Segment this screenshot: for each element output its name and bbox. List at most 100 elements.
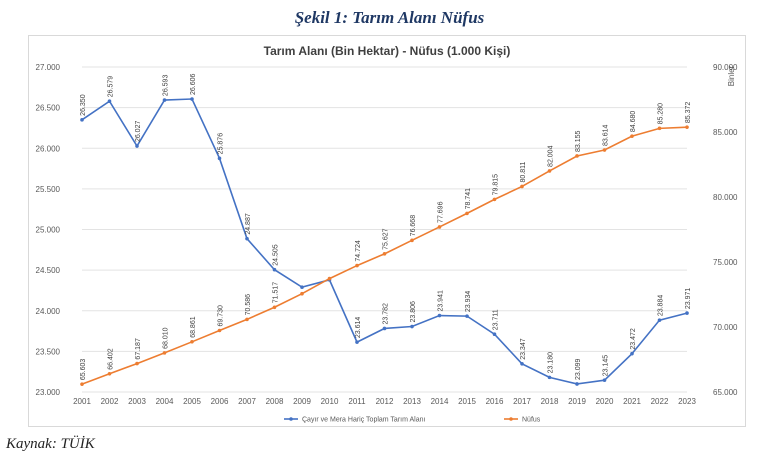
y-left-tick-label: 23.000 [36,388,61,397]
point-tarim-alani [410,324,414,329]
data-label: 23.782 [383,303,390,325]
y-left-tick-label: 24.500 [36,266,61,275]
x-tick-label: 2001 [73,397,91,406]
y-left-tick-label: 26.000 [36,144,61,153]
y-left-tick-label: 24.000 [36,307,61,316]
point-nufus [162,351,167,355]
x-tick-label: 2010 [321,397,339,406]
y-left-tick-label: 26.500 [36,104,61,113]
source-note: Kaynak: TÜİK [6,436,95,452]
x-tick-label: 2008 [266,397,284,406]
x-tick-label: 2023 [678,397,696,406]
point-tarim-alani [272,267,277,272]
point-tarim-alani [80,118,84,122]
data-label: 26.606 [190,73,197,95]
data-label: 71.517 [273,282,280,304]
point-nufus [410,238,414,243]
point-nufus [630,134,634,138]
y-left-tick-label: 25.500 [36,185,61,194]
figure-title: Şekil 1: Tarım Alanı Nüfus [294,8,485,27]
point-nufus [217,328,222,333]
x-tick-label: 2013 [403,397,421,406]
line-chart: 23.000 23.500 24.000 24.500 25.000 25.500 26.0… [36,63,738,424]
point-tarim-alani [465,314,469,318]
point-nufus [327,276,332,281]
y-right-tick-label: 90.000 [713,63,738,72]
data-label: 83.614 [603,125,610,147]
point-tarim-alani [685,311,689,315]
y-right-tick-label: 70.000 [713,323,738,332]
point-tarim-alani [162,98,167,102]
x-tick-label: 2005 [183,397,201,406]
point-nufus [382,252,387,256]
point-nufus [602,148,607,152]
data-label: 23.614 [355,317,362,339]
point-nufus [575,154,579,158]
point-nufus [107,371,112,376]
chart-title: Tarım Alanı (Bin Hektar) - Nüfus (1.000 … [263,44,511,58]
data-label: 77.696 [438,201,445,223]
point-nufus [245,317,249,322]
data-label: 23.941 [438,290,445,312]
data-label: 79.815 [493,174,500,196]
y-right-tick-label: 65.000 [713,388,738,397]
point-tarim-alani [520,362,524,366]
x-tick-label: 2011 [348,397,366,406]
data-label: 23.347 [520,338,527,360]
data-label: 23.472 [630,328,637,350]
data-label: 83.155 [575,130,582,152]
point-tarim-alani [300,285,304,289]
x-tick-label: 2017 [513,397,531,406]
y-left-tick-label: 25.000 [36,226,61,235]
y-right-tick-label: 80.000 [713,193,738,202]
point-nufus [685,125,689,129]
data-label: 68.861 [190,316,197,338]
point-tarim-alani [602,378,607,383]
y-left-tick-label: 27.000 [36,63,61,72]
data-label: 69.730 [218,305,225,327]
point-tarim-alani [190,97,194,101]
data-label: 78.741 [465,188,472,210]
x-tick-label: 2002 [101,397,119,406]
x-tick-label: 2016 [486,397,504,406]
chart-container: Tarım Alanı (Bin Hektar) - Nüfus (1.000 … [28,35,746,427]
point-nufus [547,169,552,173]
data-label: 80.811 [520,161,527,182]
point-tarim-alani [492,332,497,337]
data-label: 26.027 [135,121,142,143]
x-tick-label: 2019 [568,397,586,406]
data-label: 68.010 [163,327,170,349]
data-label: 26.593 [163,75,170,97]
y-right-tick-label: 75.000 [713,258,738,267]
data-label: 23.971 [685,288,692,310]
x-tick-label: 2014 [431,397,449,406]
data-label: 67.187 [135,338,142,360]
point-tarim-alani [217,156,222,161]
data-label: 23.806 [410,301,417,323]
point-nufus [300,291,304,296]
legend-label-nufus: Nüfus [522,417,541,424]
point-nufus [80,382,84,386]
x-tick-label: 2015 [458,397,476,406]
point-tarim-alani [355,340,359,344]
data-label: 70.586 [245,294,252,316]
point-tarim-alani [382,326,387,331]
x-tick-label: 2006 [211,397,229,406]
legend-marker-nufus [509,417,513,421]
point-nufus [272,305,277,310]
data-label: 23.099 [575,358,582,380]
data-label: 76.668 [410,215,417,237]
series-line-nufus [81,126,688,385]
data-label: 25.876 [218,133,225,155]
data-label: 66.402 [108,348,115,370]
point-tarim-alani [657,318,662,322]
data-label: 23.180 [548,352,555,374]
data-label: 23.934 [465,291,472,313]
point-tarim-alani [107,99,112,104]
data-label: 84.680 [630,111,637,133]
data-label: 75.627 [383,228,390,250]
x-tick-label: 2004 [156,397,174,406]
x-tick-label: 2018 [541,397,559,406]
data-label: 23.884 [658,295,665,317]
data-label: 24.505 [273,244,280,266]
